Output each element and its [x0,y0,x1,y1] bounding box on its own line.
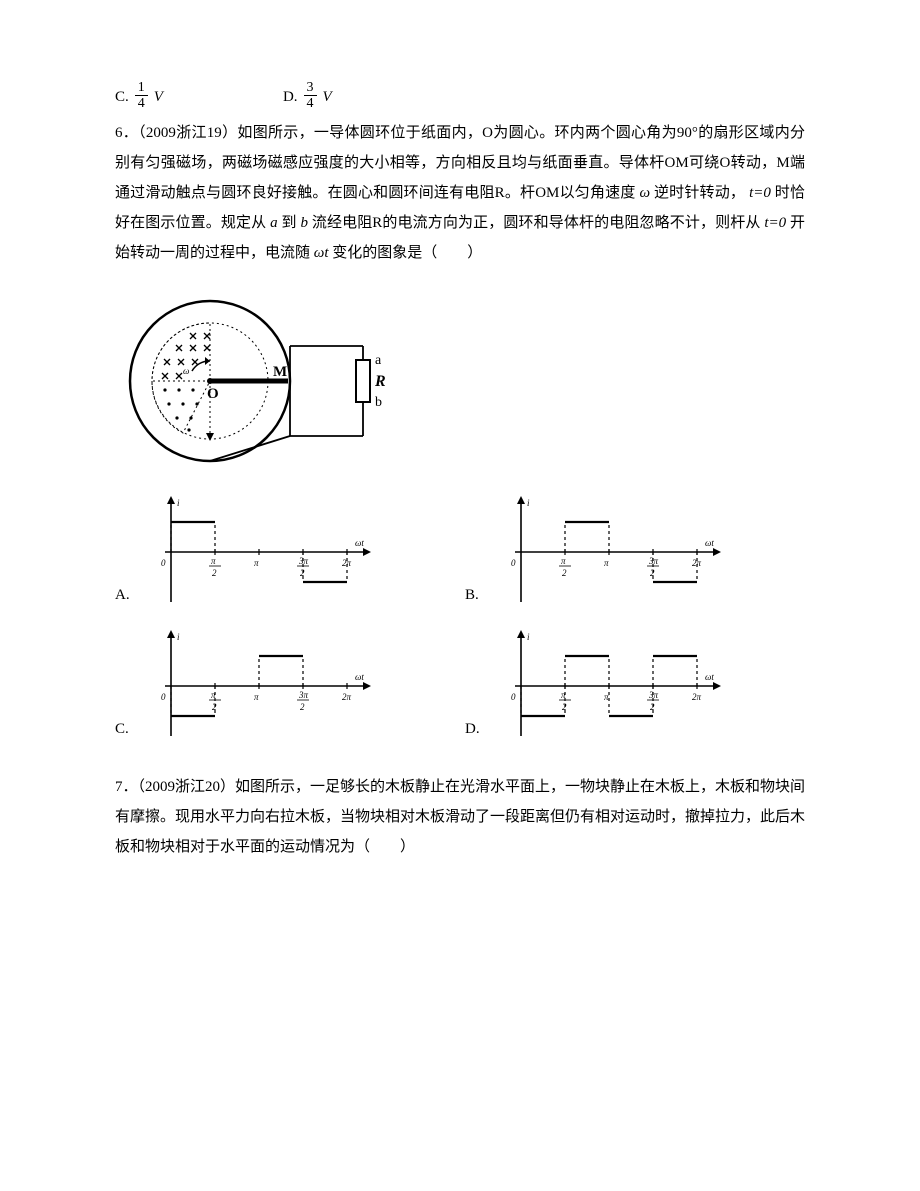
circuit-svg: ω O M a R b [115,286,415,476]
svg-text:π: π [561,556,566,566]
svg-text:i: i [527,632,530,642]
svg-text:π: π [604,558,609,568]
svg-text:0: 0 [511,692,516,702]
svg-text:ωt: ωt [705,672,714,682]
svg-text:2: 2 [300,702,305,712]
q7-text: 7．（2009浙江20）如图所示，一足够长的木板静止在光滑水平面上，一物块静止在… [115,772,805,862]
q6-option-d: D. iωt0π2π3π22π [465,626,805,746]
svg-text:O: O [207,386,219,402]
graph-c-svg: iωt0π2π3π22π [137,626,377,746]
graph-b-svg: iωt0π2π3π22π [487,492,727,612]
q6-option-c: C. iωt0π2π3π22π [115,626,455,746]
svg-text:π: π [254,692,259,702]
svg-text:ωt: ωt [355,538,364,548]
svg-text:i: i [177,632,180,642]
svg-text:2: 2 [562,568,567,578]
svg-text:π: π [211,556,216,566]
svg-text:2π: 2π [342,692,352,702]
t0-symbol: t=0 [749,185,771,201]
svg-text:0: 0 [511,558,516,568]
svg-text:0: 0 [161,692,166,702]
svg-text:2π: 2π [692,692,702,702]
fraction-icon: 3 4 [304,80,317,112]
unit-v: V [323,82,332,112]
svg-text:3π: 3π [298,690,309,700]
svg-text:ωt: ωt [705,538,714,548]
option-label: C. [115,82,129,112]
svg-text:0: 0 [161,558,166,568]
svg-text:i: i [177,498,180,508]
svg-text:a: a [375,353,382,368]
svg-text:ω: ω [183,366,189,376]
unit-v: V [154,82,163,112]
svg-text:2: 2 [212,568,217,578]
svg-text:R: R [374,373,386,390]
graph-d-svg: iωt0π2π3π22π [487,626,727,746]
q6-option-a: A. iωt0π2π3π22π [115,492,455,612]
svg-text:i: i [527,498,530,508]
fraction-icon: 1 4 [135,80,148,112]
q6-circuit-diagram: ω O M a R b [115,286,805,476]
svg-text:π: π [604,692,609,702]
svg-text:M: M [273,364,287,380]
q5-options-cd: C. 1 4 V D. 3 4 V [115,80,805,112]
svg-text:π: π [254,558,259,568]
q6-option-b: B. iωt0π2π3π22π [465,492,805,612]
q6-text: 6．（2009浙江19）如图所示，一导体圆环位于纸面内，O为圆心。环内两个圆心角… [115,118,805,268]
q5-option-c: C. 1 4 V [115,80,163,112]
svg-text:ωt: ωt [355,672,364,682]
wt-symbol: ωt [314,245,329,261]
graph-a-svg: iωt0π2π3π22π [137,492,377,612]
q6-graph-options: A. iωt0π2π3π22π B. iωt0π2π3π22π C. iωt0π… [115,492,805,746]
svg-text:b: b [375,395,382,410]
option-label: D. [283,82,298,112]
q5-option-d: D. 3 4 V [283,80,332,112]
omega-symbol: ω [639,185,650,201]
